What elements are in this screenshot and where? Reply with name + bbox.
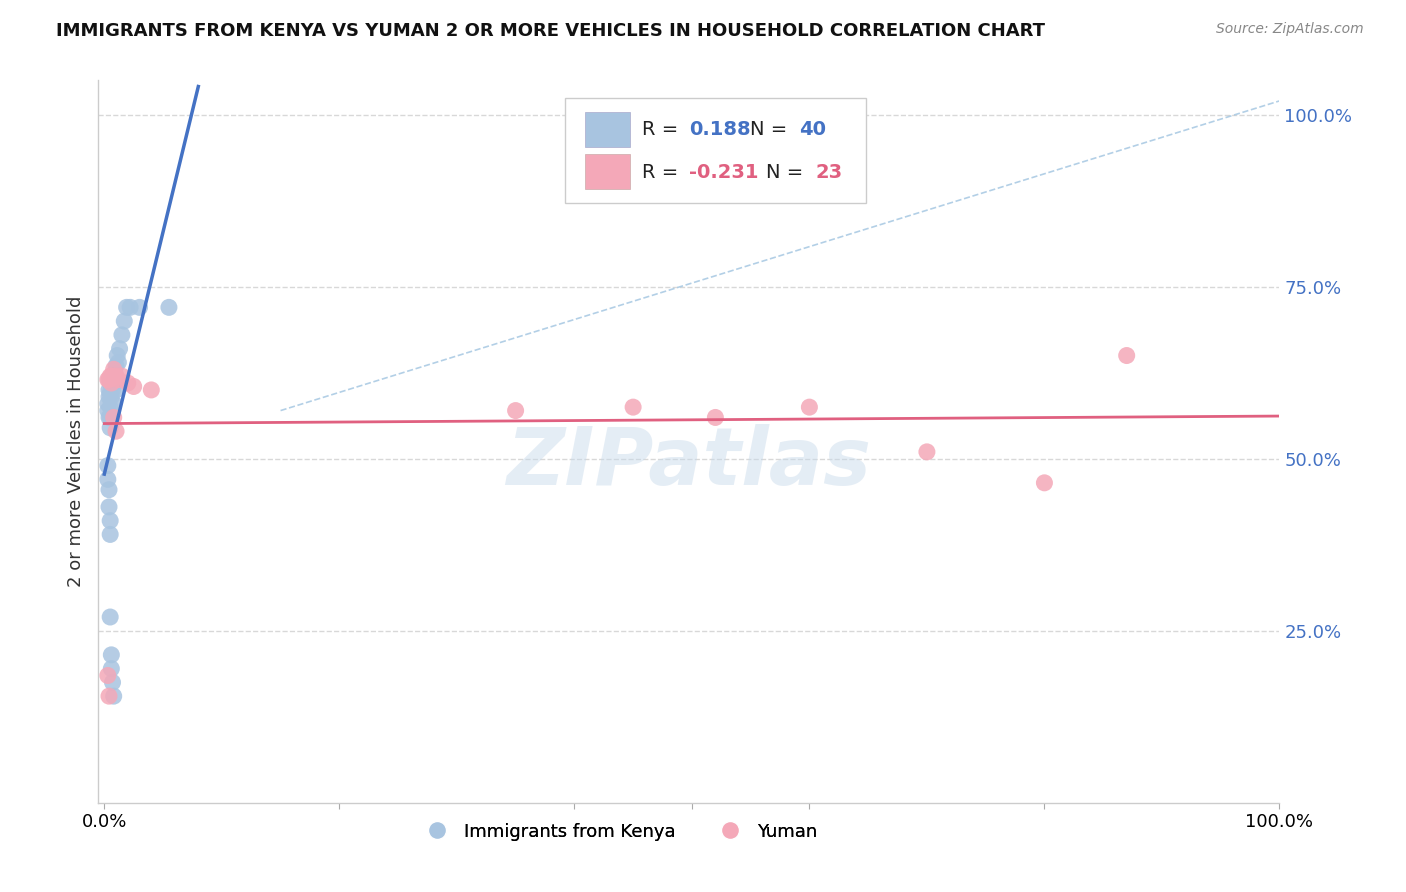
- Point: [98, 500, 121, 514]
- Point: [97, 458, 120, 473]
- Point: [98, 610, 121, 624]
- Point: [98, 421, 121, 435]
- FancyBboxPatch shape: [585, 112, 630, 147]
- Point: [105, 359, 128, 373]
- Point: [98, 386, 121, 401]
- Point: [98, 514, 121, 528]
- Point: [704, 410, 727, 425]
- Point: [122, 379, 145, 393]
- Point: [103, 376, 125, 390]
- FancyBboxPatch shape: [565, 98, 866, 203]
- Point: [98, 410, 121, 425]
- Point: [97, 403, 120, 417]
- Point: [98, 376, 121, 390]
- Point: [98, 689, 121, 703]
- Point: [98, 369, 121, 384]
- Text: N =: N =: [766, 162, 810, 182]
- Y-axis label: 2 or more Vehicles in Household: 2 or more Vehicles in Household: [66, 296, 84, 587]
- Point: [98, 527, 121, 541]
- Point: [621, 400, 644, 414]
- FancyBboxPatch shape: [585, 154, 630, 189]
- Text: -0.231: -0.231: [689, 162, 758, 182]
- Text: R =: R =: [641, 120, 685, 139]
- Point: [105, 349, 128, 363]
- Text: ZIPatlas: ZIPatlas: [506, 425, 872, 502]
- Point: [101, 369, 124, 384]
- Text: 0.188: 0.188: [689, 120, 751, 139]
- Point: [98, 410, 121, 425]
- Text: R =: R =: [641, 162, 685, 182]
- Point: [101, 383, 124, 397]
- Text: N =: N =: [751, 120, 794, 139]
- Point: [97, 668, 120, 682]
- Point: [105, 373, 128, 387]
- Point: [100, 662, 122, 676]
- Point: [117, 376, 139, 390]
- Point: [111, 369, 134, 384]
- Point: [120, 301, 142, 315]
- Point: [1033, 475, 1056, 490]
- Point: [98, 483, 121, 497]
- Point: [1115, 349, 1137, 363]
- Point: [98, 390, 121, 404]
- Point: [104, 366, 127, 380]
- Text: 40: 40: [799, 120, 825, 139]
- Point: [157, 301, 180, 315]
- Point: [105, 383, 128, 397]
- Point: [103, 410, 125, 425]
- Point: [97, 397, 120, 411]
- Point: [108, 342, 131, 356]
- Point: [115, 301, 138, 315]
- Point: [98, 400, 121, 414]
- Text: IMMIGRANTS FROM KENYA VS YUMAN 2 OR MORE VEHICLES IN HOUSEHOLD CORRELATION CHART: IMMIGRANTS FROM KENYA VS YUMAN 2 OR MORE…: [56, 22, 1045, 40]
- Point: [100, 376, 122, 390]
- Point: [112, 314, 135, 328]
- Point: [98, 373, 121, 387]
- Text: Source: ZipAtlas.com: Source: ZipAtlas.com: [1216, 22, 1364, 37]
- Text: 23: 23: [815, 162, 842, 182]
- Point: [100, 390, 122, 404]
- Point: [107, 373, 129, 387]
- Point: [100, 373, 122, 387]
- Point: [103, 397, 125, 411]
- Legend: Immigrants from Kenya, Yuman: Immigrants from Kenya, Yuman: [412, 815, 824, 848]
- Point: [128, 301, 150, 315]
- Point: [505, 403, 527, 417]
- Point: [105, 424, 128, 438]
- Point: [101, 675, 124, 690]
- Point: [103, 362, 125, 376]
- Point: [111, 327, 134, 342]
- Point: [103, 689, 125, 703]
- Point: [97, 373, 120, 387]
- Point: [107, 355, 129, 369]
- Point: [799, 400, 821, 414]
- Point: [97, 472, 120, 486]
- Point: [98, 383, 121, 397]
- Point: [915, 445, 938, 459]
- Point: [100, 369, 122, 384]
- Point: [141, 383, 163, 397]
- Point: [105, 369, 128, 384]
- Point: [100, 648, 122, 662]
